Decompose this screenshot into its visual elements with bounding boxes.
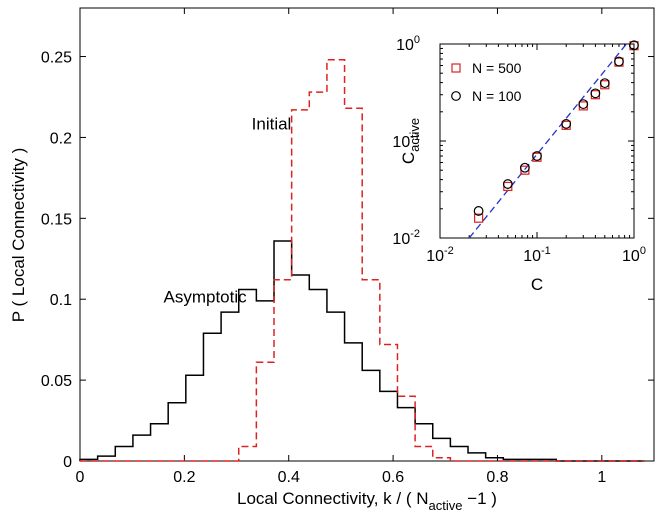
annotation-initial: Initial [252,114,292,133]
asymptotic-histogram-line [79,240,645,462]
inset-y-axis-label-sub: active [407,118,422,152]
inset-point-n100 [473,206,484,216]
x-tick-label: 0.8 [486,469,508,486]
x-axis-label: Local Connectivity, k / ( Nactive −1 ) [237,489,497,513]
x-tick-label: 1 [597,469,606,486]
y-axis-label: P ( Local Connectivity ) [9,148,28,322]
legend-marker-n500 [451,63,461,73]
inset-x-axis-label: C [531,275,543,294]
inset-point-n100 [519,162,530,173]
y-tick-label: 0.05 [41,373,72,390]
inset-plot-frame [439,43,635,239]
inset-x-tick-label: 100 [622,245,646,265]
inset-point-n100 [502,179,513,189]
y-tick-label: 0 [63,454,72,471]
main-series [79,59,645,462]
y-tick-label: 0.2 [50,130,72,147]
inset-y-tick-label: 100 [396,34,420,54]
inset-point-n100 [614,56,624,67]
x-tick-label: 0.2 [173,469,195,486]
inset-y-tick-label: 10-1 [392,131,420,151]
legend-marker-n100 [451,91,461,101]
x-axis-label-tail: −1 ) [462,489,497,508]
inset-point-n100 [532,151,542,161]
inset-point-n500 [474,213,484,223]
x-tick-label: 0.4 [278,469,300,486]
inset-y-axis-label-main: C [399,152,418,164]
inset-point-n100 [590,88,601,99]
annotation-asymptotic: Asymptotic [163,287,247,306]
y-tick-label: 0.15 [41,211,72,228]
x-tick-label: 0.6 [382,469,404,486]
legend-label-n100: N = 100 [472,88,522,104]
inset-point-n100 [599,78,610,89]
main-ticks: 0 0.2 0.4 0.6 0.8 1 0 0.05 0.1 0.15 0.2 0.25 [41,8,654,486]
inset-series [468,40,639,238]
inset-ticks: 10-2 10-1 100 10-2 10-1 100 [392,34,646,265]
x-axis-label-main: Local Connectivity, k / ( N [237,489,428,508]
inset-y-tick-label: 10-2 [392,228,420,248]
legend-label-n500: N = 500 [472,60,522,76]
inset-point-n100 [578,99,589,110]
inset-y-axis-label: Cactive [399,118,422,164]
initial-histogram-line [80,59,645,462]
main-plot-frame [79,7,655,462]
inset-x-tick-label: 10-1 [523,245,551,265]
y-tick-label: 0.1 [50,292,72,309]
x-axis-label-sub: active [429,498,463,513]
inset-point-n100 [561,119,572,129]
inset-x-tick-label: 10-2 [426,245,454,265]
inset-point-n100 [629,40,639,51]
y-tick-label: 0.25 [41,50,72,67]
inset-legend: N = 500 N = 100 [451,60,522,104]
x-tick-label: 0 [76,469,85,486]
